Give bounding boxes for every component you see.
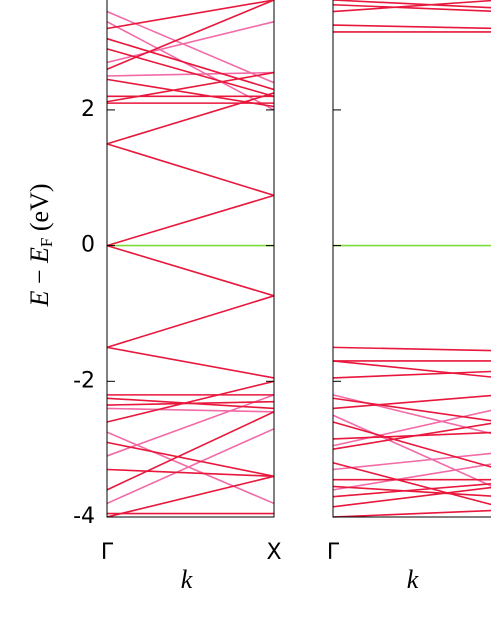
y-label-part: (eV) [25, 183, 54, 237]
band-line [106, 407, 275, 413]
band-line [106, 394, 275, 457]
y-tick-label: -4 [73, 504, 95, 529]
band-line [106, 411, 275, 491]
x-tick-label: X [266, 540, 281, 565]
y-tick-label: 0 [81, 233, 95, 258]
band-line [332, 370, 491, 379]
band-line [106, 0, 275, 70]
band-line [332, 509, 491, 518]
band-line [106, 0, 275, 30]
band-line [332, 452, 491, 471]
band-line [106, 475, 275, 518]
band-line [332, 486, 491, 508]
band-line [332, 0, 491, 13]
band-line [332, 394, 491, 410]
band-line [332, 414, 491, 487]
band-line [332, 463, 491, 491]
band-line [106, 37, 275, 91]
band-line [332, 0, 491, 9]
band-line [106, 48, 275, 98]
x-tick-label: Γ [101, 540, 114, 565]
band-line [106, 78, 275, 108]
band-line [332, 421, 491, 468]
x-axis-label: k [181, 565, 193, 594]
band-line [106, 428, 275, 505]
band-line [332, 346, 491, 352]
band-line [332, 24, 491, 30]
y-label-part: E [25, 247, 54, 264]
band-line [106, 400, 275, 406]
band-line [106, 71, 275, 77]
band-line [106, 244, 275, 297]
band-line [332, 360, 491, 378]
band-line [332, 483, 491, 498]
axis-frame [106, 0, 275, 518]
band-line [106, 468, 275, 478]
band-line [332, 461, 491, 506]
y-label-part: F [37, 238, 56, 247]
band-line [332, 397, 491, 422]
x-tick-label: Γ [327, 540, 340, 565]
band-line [106, 143, 275, 197]
y-label-part: E [25, 291, 54, 308]
band-line [332, 422, 491, 450]
band-line [106, 380, 275, 423]
band-line [106, 21, 275, 111]
band-line [106, 431, 275, 505]
band-line [106, 194, 275, 247]
band-line [106, 346, 275, 379]
band-line [332, 485, 491, 497]
band-line [332, 3, 491, 12]
band-line [106, 441, 275, 478]
y-tick-label: -2 [73, 368, 95, 393]
y-label-part: − [25, 263, 54, 291]
band-line [106, 20, 275, 64]
x-axis-label: k [407, 565, 419, 594]
band-line [106, 295, 275, 349]
y-axis-label: E − EF (eV) [25, 183, 56, 307]
axis-frame [332, 0, 491, 518]
band-line [332, 409, 491, 447]
y-tick-label: 2 [81, 97, 95, 122]
band-line [106, 92, 275, 145]
